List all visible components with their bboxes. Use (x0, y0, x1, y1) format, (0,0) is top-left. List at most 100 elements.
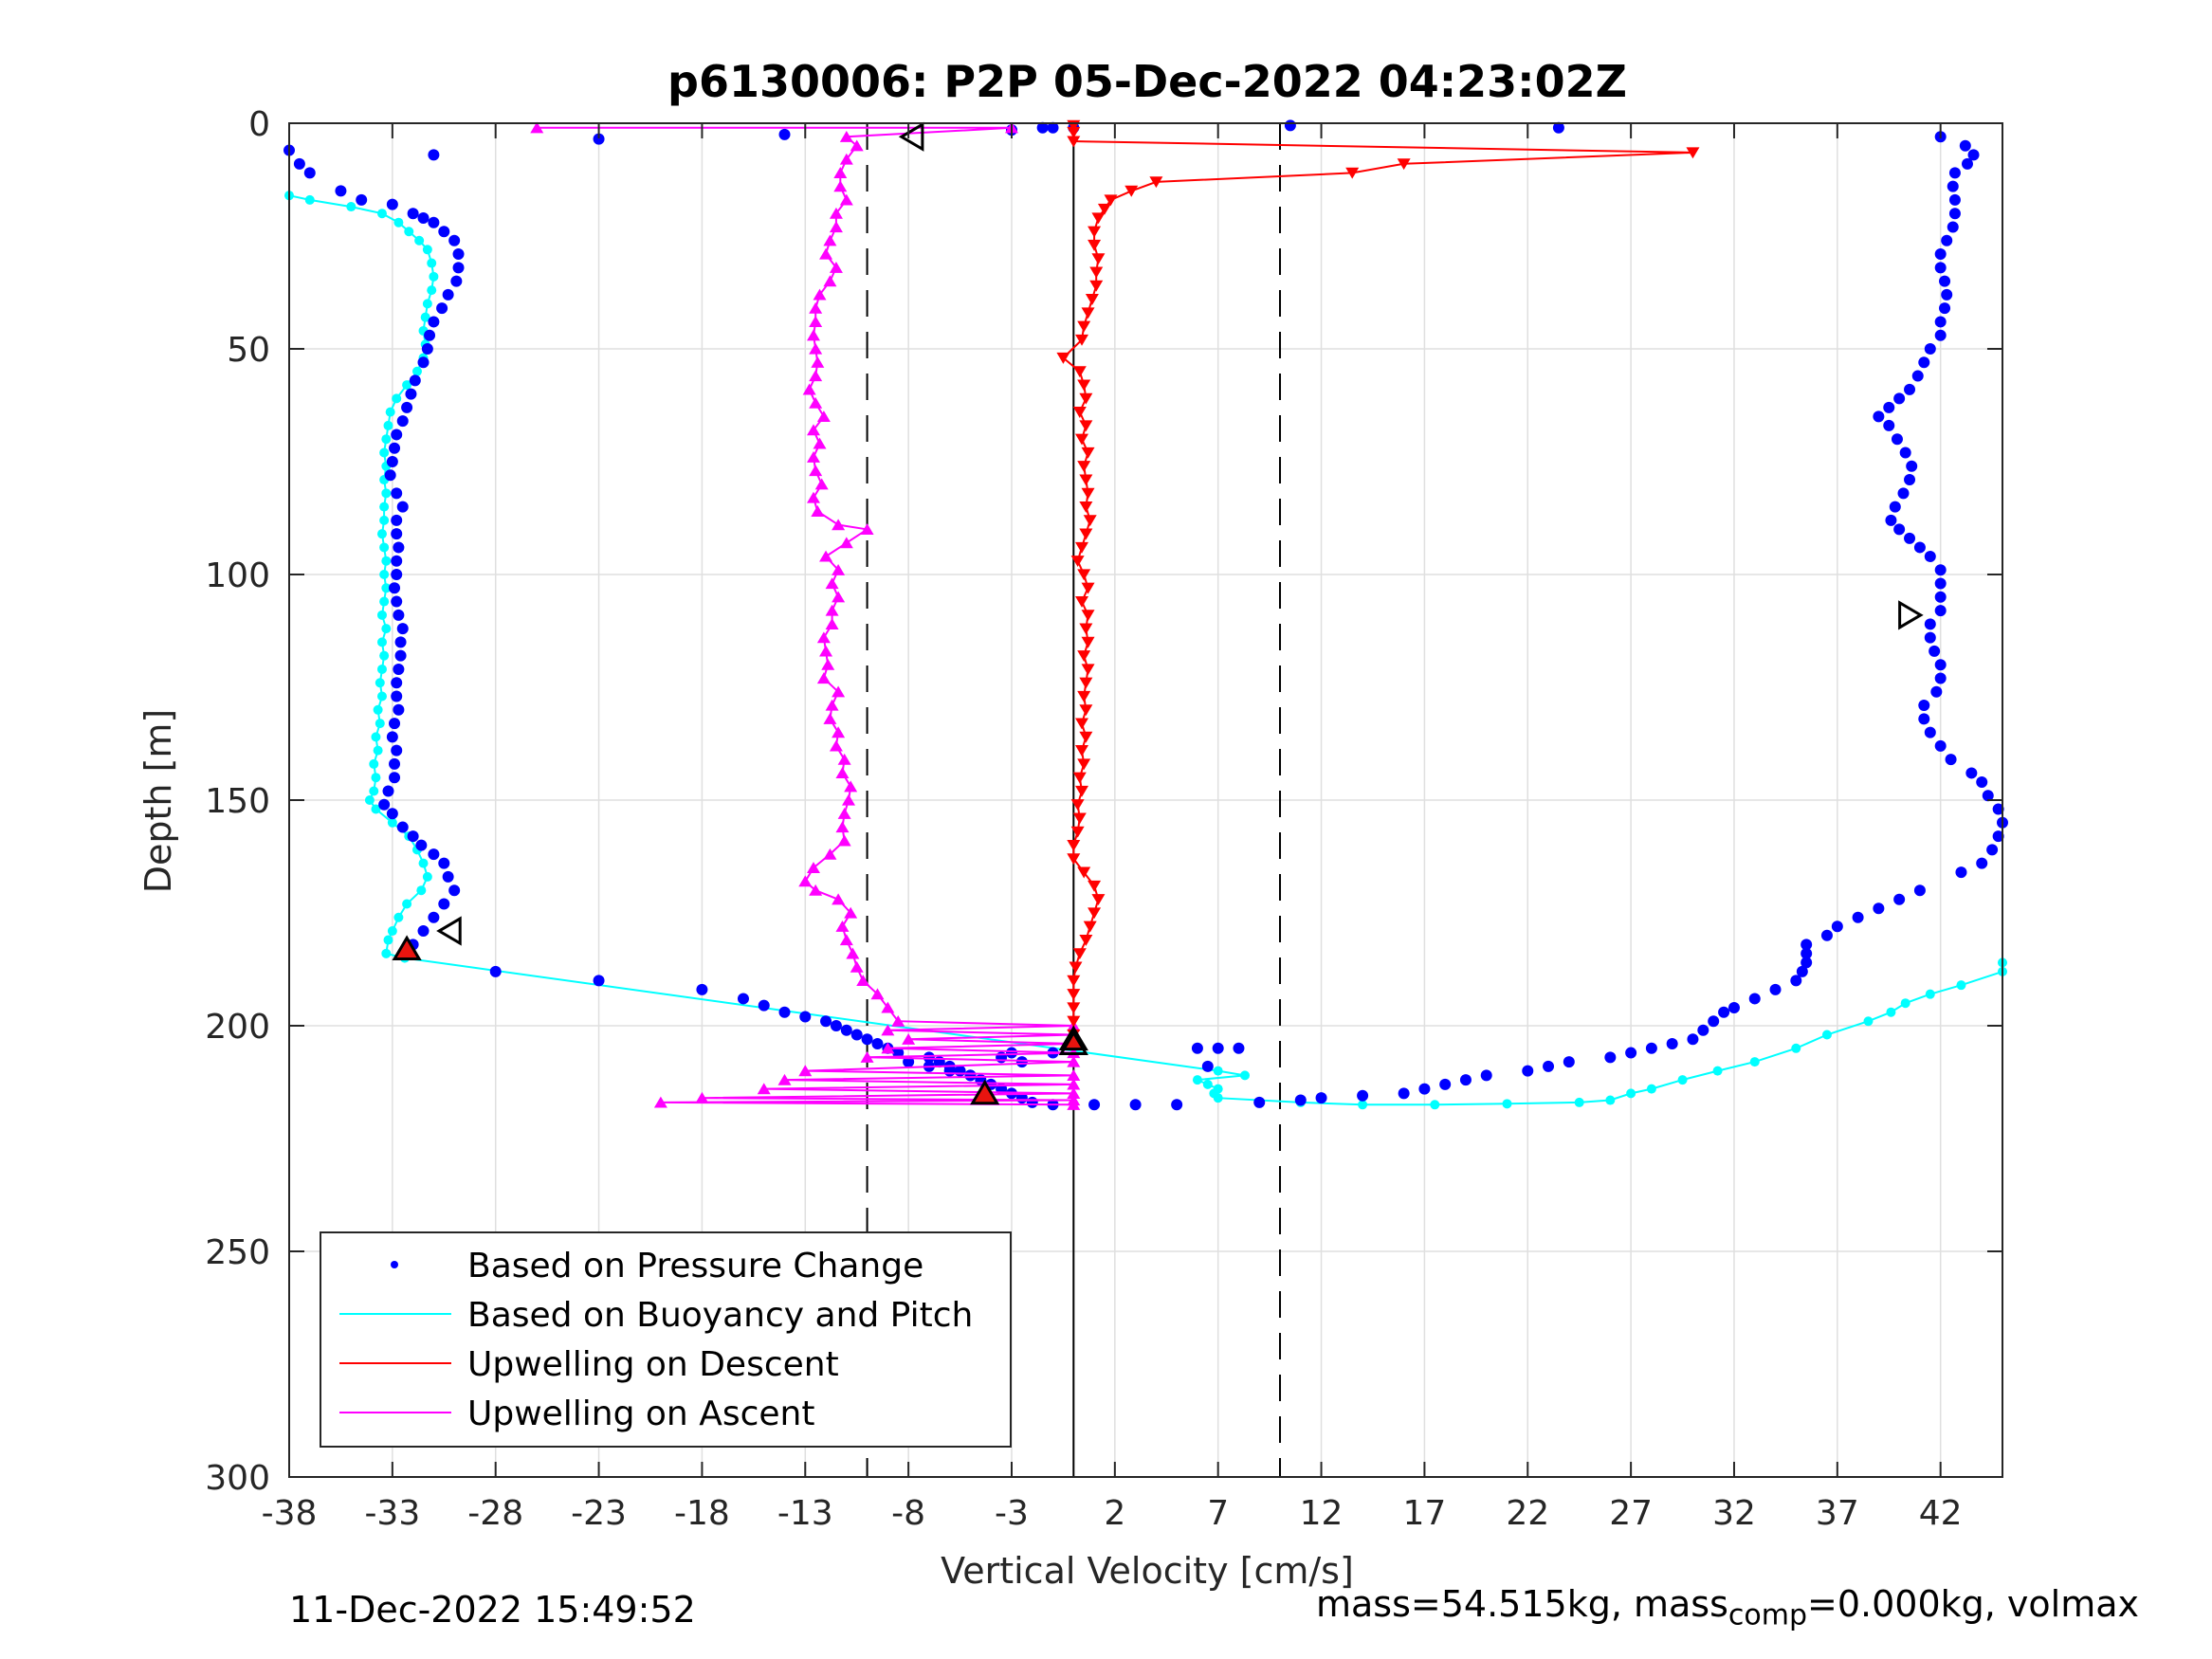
data-point (1072, 407, 1087, 418)
data-point (1077, 866, 1091, 879)
data-point (832, 563, 846, 575)
data-point (1398, 1087, 1410, 1100)
data-point (389, 582, 401, 594)
data-point (1067, 840, 1081, 851)
data-point (418, 858, 429, 868)
data-point (489, 965, 502, 977)
data-point (823, 713, 837, 724)
data-point (387, 817, 397, 828)
data-point (778, 128, 791, 140)
data-point (1149, 176, 1163, 189)
data-point (393, 609, 405, 621)
data-point (1873, 902, 1885, 915)
legend-entry: Based on Buoyancy and Pitch (467, 1296, 973, 1335)
data-point (839, 537, 853, 549)
data-point (1077, 320, 1091, 333)
data-point (837, 834, 851, 847)
data-point (835, 920, 850, 932)
data-point (409, 374, 421, 387)
data-point (954, 1065, 966, 1077)
data-point (428, 216, 440, 228)
y-tick-label: 300 (205, 1459, 270, 1498)
legend: Based on Pressure Change Based on Buoyanc… (320, 1231, 1012, 1448)
data-point (819, 550, 833, 562)
data-point (823, 234, 837, 246)
data-point (391, 744, 403, 757)
data-point (379, 570, 390, 579)
x-tick-label: 37 (1816, 1494, 1859, 1533)
data-point (813, 288, 827, 301)
data-point (1976, 775, 1988, 788)
data-point (1067, 136, 1081, 148)
series-line (288, 194, 2003, 1106)
data-point (1666, 1038, 1678, 1050)
data-point (396, 821, 409, 833)
x-tick-label: 22 (1506, 1494, 1549, 1533)
data-point (1918, 700, 1930, 712)
data-point (881, 1042, 895, 1054)
axis-ticks: -38 -33 -28 -23 -18 -13 -8 -3 2 7 12 17 22 27 32 37 4205… (205, 105, 2002, 1533)
data-point (393, 217, 404, 228)
data-point (1089, 280, 1104, 292)
data-point (371, 804, 381, 814)
data-point (1070, 799, 1085, 811)
chart-title: p6130006: P2P 05-Dec-2022 04:23:02Z (667, 56, 1627, 107)
data-point (391, 555, 403, 567)
data-point (1089, 266, 1104, 279)
data-point (1718, 1006, 1730, 1018)
data-point (809, 301, 823, 314)
data-point (421, 343, 433, 355)
data-point (850, 139, 864, 152)
data-point (1067, 1055, 1081, 1067)
data-point (1790, 975, 1802, 987)
data-point (417, 211, 430, 224)
data-point (835, 821, 850, 833)
data-point (394, 636, 407, 648)
data-point (1992, 830, 2004, 843)
data-point (379, 515, 390, 525)
data-point (381, 583, 392, 593)
data-point (1067, 989, 1081, 1000)
data-point (1796, 965, 1808, 977)
data-point (1192, 1075, 1202, 1085)
data-point (829, 262, 843, 273)
data-point (809, 316, 823, 328)
data-point (1081, 582, 1095, 594)
data-point (371, 732, 381, 742)
data-point (1502, 1099, 1512, 1109)
data-point (1026, 1096, 1038, 1108)
data-point (1077, 379, 1091, 392)
data-point (1883, 401, 1895, 413)
data-point (1075, 541, 1089, 554)
data-point (396, 501, 409, 513)
data-point (1067, 1078, 1081, 1090)
data-point (870, 988, 885, 1000)
data-point (846, 947, 860, 959)
data-point (1899, 447, 1911, 459)
data-point (379, 542, 390, 553)
filled-triangle-marker (970, 1079, 1000, 1105)
data-point (806, 491, 820, 503)
x-tick-label: -18 (674, 1494, 730, 1533)
data-point (427, 258, 437, 268)
data-point (1924, 343, 1936, 355)
data-point (839, 193, 853, 206)
data-point (376, 209, 387, 219)
data-point (1358, 1100, 1368, 1110)
data-point (1081, 307, 1095, 319)
x-tick-label: 27 (1609, 1494, 1653, 1533)
data-point (814, 478, 829, 490)
data-point (1091, 253, 1106, 265)
data-point (382, 785, 394, 797)
x-tick-label: 32 (1712, 1494, 1756, 1533)
data-point (1959, 139, 1971, 152)
data-point (1904, 383, 1916, 395)
data-point (1079, 704, 1093, 717)
data-point (427, 285, 437, 296)
data-point (832, 726, 846, 738)
data-point (1191, 1042, 1203, 1054)
x-tick-label: -28 (467, 1494, 523, 1533)
data-point (1067, 1087, 1081, 1099)
data-point (1885, 514, 1897, 526)
